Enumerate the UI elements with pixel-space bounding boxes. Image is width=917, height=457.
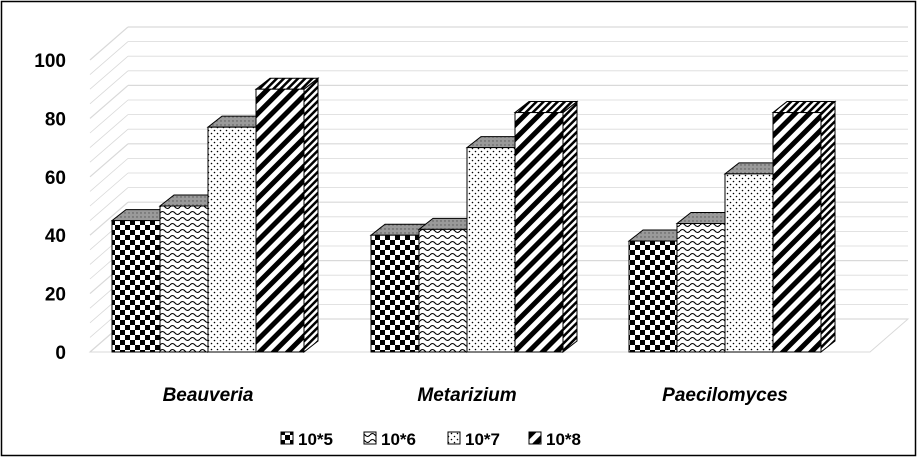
legend-label: 10*5 — [298, 430, 333, 449]
bar — [514, 112, 564, 353]
bar — [370, 234, 420, 353]
legend-swatch — [363, 431, 377, 445]
side-gridline — [89, 172, 129, 207]
side-gridline — [89, 114, 129, 148]
y-tick-label: 60 — [45, 168, 66, 189]
legend-label: 10*6 — [381, 430, 416, 449]
side-gridline — [89, 41, 129, 75]
bar-side — [820, 100, 836, 354]
side-gridline — [89, 26, 129, 61]
y-tick-label: 80 — [45, 109, 66, 130]
x-tick-label: Paecilomyces — [662, 385, 788, 406]
bar — [772, 112, 822, 353]
y-tick-label: 100 — [34, 51, 66, 72]
x-tick-label: Metarizium — [417, 385, 516, 406]
y-tick-label: 20 — [45, 285, 66, 306]
side-gridline — [89, 84, 129, 119]
bar — [207, 126, 257, 353]
y-tick-label: 40 — [45, 226, 66, 247]
bar — [466, 147, 516, 353]
side-gridline — [89, 128, 129, 163]
legend-swatch — [447, 431, 461, 445]
bar-side — [562, 100, 578, 354]
legend-label: 10*8 — [546, 430, 581, 449]
y-axis-ticks: 0 20 40 60 80 100 — [34, 51, 66, 364]
legend-swatch — [280, 431, 294, 445]
side-gridline — [89, 187, 129, 221]
side-gridline — [89, 158, 129, 192]
bar — [418, 228, 468, 353]
bar — [159, 205, 209, 353]
bars — [110, 77, 837, 354]
side-gridline — [89, 99, 129, 134]
bar — [628, 240, 678, 353]
side-gridline — [89, 143, 129, 178]
y-tick-label: 0 — [55, 343, 66, 364]
bar — [676, 223, 726, 353]
bar — [111, 220, 161, 353]
legend: 10*5 10*6 10*7 10*8 — [280, 430, 581, 449]
side-gridline — [89, 201, 129, 236]
side-gridline — [89, 55, 129, 90]
side-gridline — [89, 70, 129, 105]
x-tick-label: Beauveria — [163, 385, 254, 406]
legend-label: 10*7 — [465, 430, 500, 449]
bar — [724, 173, 774, 353]
bar — [255, 88, 305, 353]
legend-swatch — [528, 431, 542, 445]
bar-side — [303, 77, 319, 354]
category-labels: Beauveria Metarizium Paecilomyces — [163, 385, 788, 406]
